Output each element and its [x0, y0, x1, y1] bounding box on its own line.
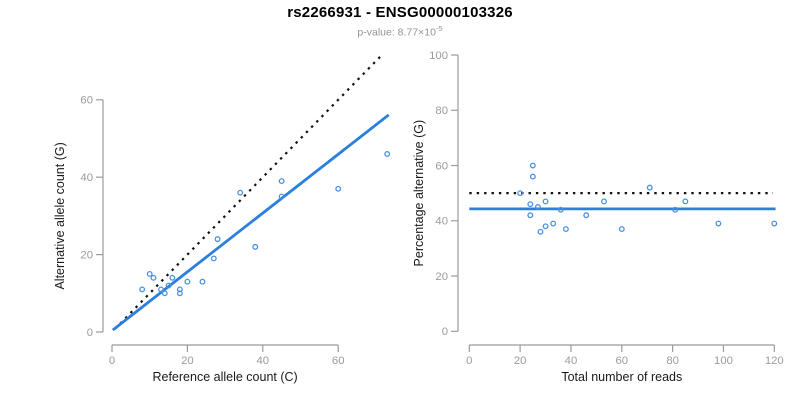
data-point — [646, 184, 653, 191]
x-tick-label: 0 — [466, 355, 472, 367]
y-axis-title: Alternative allele count (G) — [53, 142, 67, 289]
p-value-exponent: -5 — [435, 24, 443, 33]
allele-counts-scatter: 0 20 40 60 0 20 40 60 Reference allele count (C)… — [53, 54, 391, 384]
data-point — [682, 198, 689, 205]
data-point — [529, 173, 536, 180]
p-value-text: p-value: 8.77×10 — [357, 26, 436, 39]
y-tick-label: 40 — [80, 172, 93, 184]
y-tick-label: 0 — [87, 327, 93, 339]
data-point — [335, 185, 342, 192]
data-point — [715, 220, 722, 227]
data-point — [542, 198, 549, 205]
y-axis-title: Percentage alternative (G) — [412, 120, 426, 267]
data-point — [184, 278, 191, 285]
data-point — [214, 236, 221, 243]
data-point — [601, 198, 607, 205]
y-tick-label: 40 — [435, 216, 448, 228]
x-axis-title: Total number of reads — [561, 370, 682, 384]
regression-line — [111, 113, 390, 332]
data-point — [527, 201, 534, 208]
y-tick-label: 20 — [435, 271, 448, 283]
data-point — [618, 226, 625, 233]
y-tick-label: 80 — [435, 105, 448, 117]
data-point — [199, 278, 206, 285]
data-point — [146, 271, 153, 277]
data-point — [237, 189, 244, 196]
data-point — [278, 178, 285, 185]
data-point — [384, 151, 391, 157]
identity-line-y-equals-x — [114, 54, 383, 330]
x-tick-label: 120 — [765, 355, 784, 367]
data-point — [150, 274, 157, 281]
page-title: rs2266931 - ENSG00000103326 — [287, 4, 513, 21]
x-tick-label: 20 — [181, 355, 194, 367]
x-tick-label: 40 — [565, 355, 578, 367]
y-tick-label: 100 — [429, 50, 448, 62]
data-point — [139, 286, 146, 293]
y-tick-label: 0 — [442, 326, 448, 338]
data-point — [252, 243, 259, 250]
data-point — [161, 290, 168, 297]
data-point — [562, 226, 569, 233]
data-point — [527, 212, 534, 219]
x-tick-label: 60 — [332, 355, 345, 367]
x-tick-label: 40 — [257, 355, 270, 367]
y-tick-label: 60 — [435, 160, 448, 172]
p-value-subtitle: p-value: 8.77×10-5 — [0, 24, 800, 39]
y-tick-label: 20 — [80, 250, 93, 262]
x-tick-label: 80 — [666, 355, 679, 367]
data-point — [517, 190, 524, 197]
figure-header: rs2266931 - ENSG00000103326 p-value: 8.7… — [0, 4, 800, 39]
data-point — [529, 162, 536, 169]
x-tick-label: 100 — [714, 355, 733, 367]
data-point — [176, 286, 183, 293]
data-point — [542, 223, 549, 230]
data-point — [771, 220, 778, 227]
data-point — [672, 206, 679, 213]
data-point — [583, 212, 590, 219]
data-point — [550, 220, 557, 227]
data-point — [534, 204, 541, 210]
data-point — [176, 290, 183, 297]
data-point — [169, 274, 176, 281]
data-point — [158, 286, 164, 293]
x-tick-label: 0 — [109, 355, 115, 367]
data-point — [537, 228, 544, 235]
x-axis-title: Reference allele count (C) — [152, 370, 297, 384]
data-point — [210, 255, 217, 262]
data-point — [165, 282, 172, 289]
y-tick-label: 60 — [80, 95, 93, 107]
data-point — [278, 193, 285, 200]
x-tick-label: 60 — [616, 355, 629, 367]
data-point — [557, 206, 564, 213]
percentage-vs-reads-scatter: 0 20 40 60 80 100 0 20 40 60 80 100 120 Total number … — [412, 50, 784, 384]
x-tick-label: 20 — [514, 355, 527, 367]
